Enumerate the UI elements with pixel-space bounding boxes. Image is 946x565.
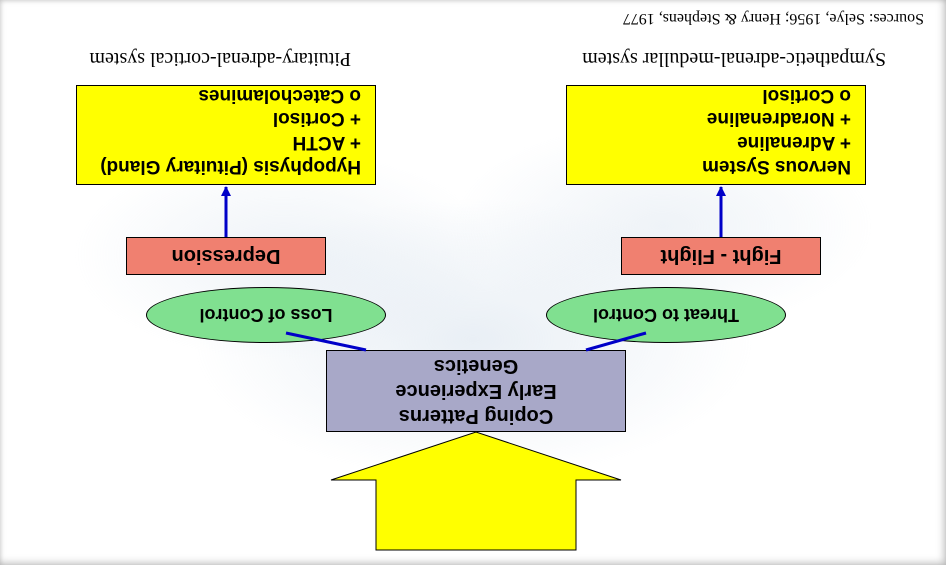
threat-to-control-ellipse: Threat to Control — [546, 287, 786, 343]
sources-citation: Sources: Selye, 1956; Henry & Stephens, … — [623, 9, 924, 27]
hypophysis-box: Hypophysis (Pituitary Gland) + ACTH + Co… — [76, 85, 376, 185]
coping-patterns-box: Coping Patterns Early Experience Genetic… — [326, 350, 626, 432]
coping-patterns-label: Coping Patterns Early Experience Genetic… — [395, 354, 556, 429]
threat-label: Threat to Control — [593, 305, 739, 326]
depression-box: Depression — [126, 237, 326, 275]
fight-flight-box: Fight - Flight — [621, 237, 821, 275]
fight-flight-label: Fight - Flight — [660, 245, 781, 268]
stimulus-label: Perceived Stimulus — [429, 490, 524, 540]
pituitary-system-label: Pituitary-adrenal-cortical system — [89, 47, 351, 70]
nervous-system-box: Nervous System + Adrenaline + Noradrenal… — [566, 85, 866, 185]
depression-label: Depression — [172, 245, 281, 268]
hypophysis-label: Hypophysis (Pituitary Gland) + ACTH + Co… — [100, 83, 361, 178]
stimulus-arrow: Perceived Stimulus — [376, 480, 576, 550]
diagram-stage: Perceived Stimulus Coping Patterns Early… — [0, 0, 946, 565]
loss-of-control-ellipse: Loss of Control — [146, 287, 386, 343]
nervous-system-label: Nervous System + Adrenaline + Noradrenal… — [702, 83, 851, 178]
sympathetic-system-label: Sympathetic-adrenal-medullar system — [582, 47, 886, 70]
loss-label: Loss of Control — [200, 305, 333, 326]
